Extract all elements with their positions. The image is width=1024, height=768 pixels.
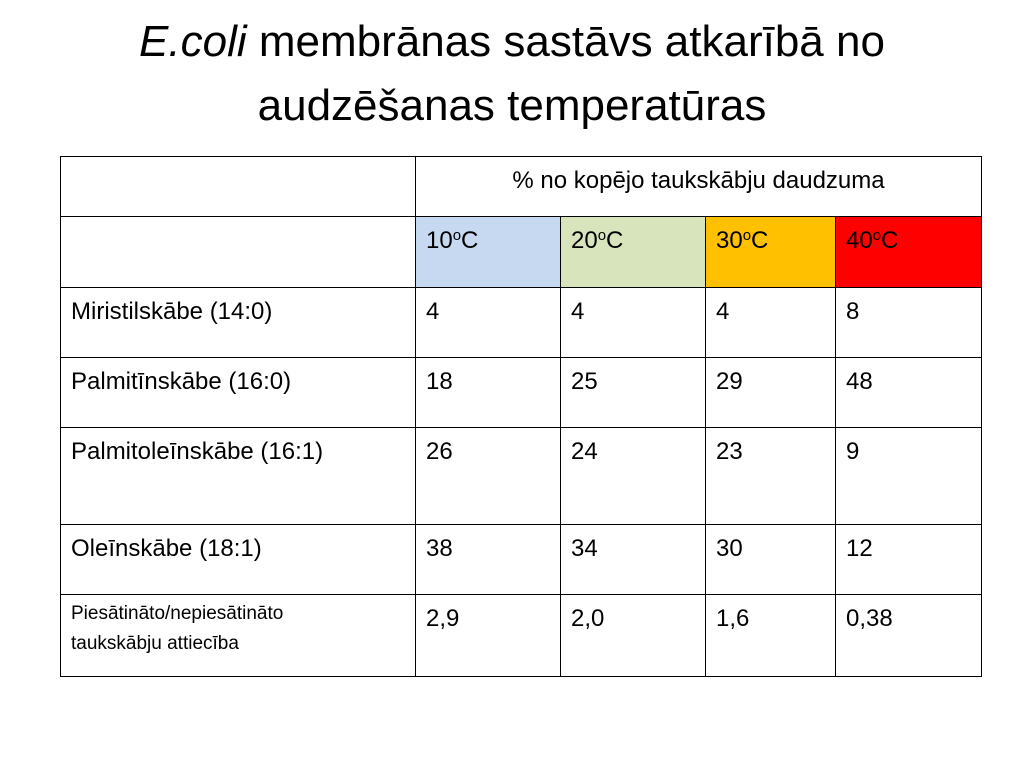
empty-label-cell [60,216,416,288]
row-label: Palmitoleīnskābe (16:1) [60,427,416,525]
fatty-acid-table: % no kopējo taukskābju daudzuma 10oC 20o… [60,156,982,677]
page-title: E.coli membrānas sastāvs atkarībā no aud… [40,10,984,138]
value-cell: 0,38 [835,594,982,677]
value-cell: 4 [705,287,836,358]
row-label-line1: Piesātināto/nepiesātināto [71,603,284,624]
value-cell: 34 [560,524,706,595]
value-cell: 38 [415,524,561,595]
value-cell: 18 [415,357,561,428]
value-cell: 30 [705,524,836,595]
table-row: Palmitoleīnskābe (16:1) 26 24 23 9 [60,427,982,525]
row-label: Oleīnskābe (18:1) [60,524,416,595]
value-cell: 25 [560,357,706,428]
row-label: Piesātināto/nepiesātināto taukskābju atti… [60,594,416,677]
value-cell: 23 [705,427,836,525]
empty-corner-cell [60,156,416,217]
value-cell: 9 [835,427,982,525]
value-cell: 4 [560,287,706,358]
table-row: Miristilskābe (14:0) 4 4 4 8 [60,287,982,358]
value-cell: 48 [835,357,982,428]
value-cell: 1,6 [705,594,836,677]
temp-40-cell: 40oC [835,216,982,288]
table-header-row: % no kopējo taukskābju daudzuma [60,156,982,217]
row-label: Miristilskābe (14:0) [60,287,416,358]
table-row: Oleīnskābe (18:1) 38 34 30 12 [60,524,982,595]
value-cell: 24 [560,427,706,525]
temperature-row: 10oC 20oC 30oC 40oC [60,216,982,288]
temp-30-cell: 30oC [705,216,836,288]
percent-header: % no kopējo taukskābju daudzuma [415,156,982,217]
value-cell: 2,0 [560,594,706,677]
title-text: membrānas sastāvs atkarībā no audzēšanas… [246,17,885,130]
value-cell: 29 [705,357,836,428]
temp-10-cell: 10oC [415,216,561,288]
title-italic: E.coli [139,17,247,66]
value-cell: 12 [835,524,982,595]
temp-20-cell: 20oC [560,216,706,288]
value-cell: 2,9 [415,594,561,677]
table-row: Piesātināto/nepiesātināto taukskābju atti… [60,594,982,677]
table-row: Palmitīnskābe (16:0) 18 25 29 48 [60,357,982,428]
value-cell: 4 [415,287,561,358]
row-label-line2: taukskābju attiecība [71,633,239,654]
value-cell: 26 [415,427,561,525]
value-cell: 8 [835,287,982,358]
row-label: Palmitīnskābe (16:0) [60,357,416,428]
